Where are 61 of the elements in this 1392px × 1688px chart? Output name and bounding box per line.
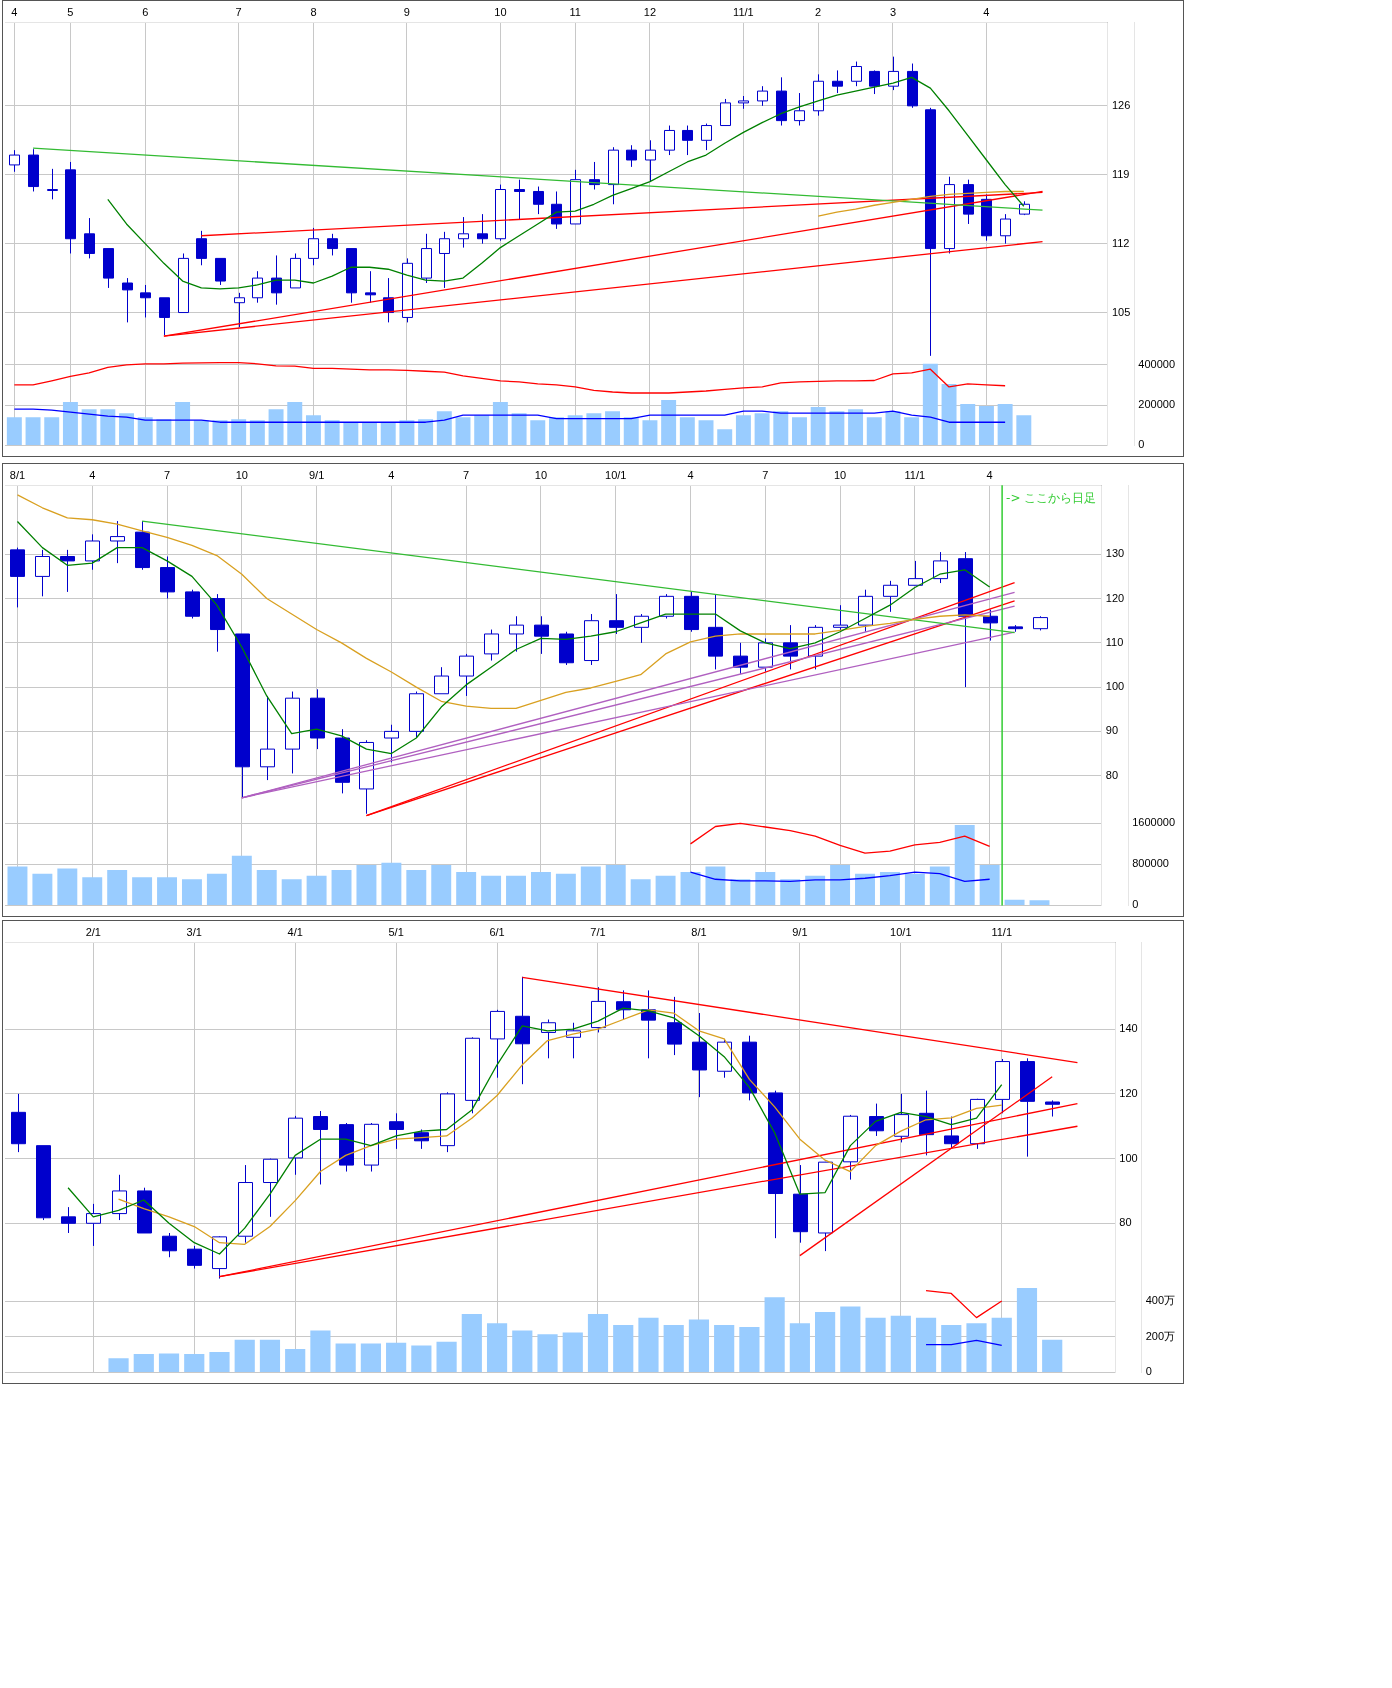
y-tick-label: 80 [1119, 1216, 1132, 1229]
x-tick-label: 7 [762, 468, 769, 481]
y2-tick-label: 800000 [1132, 857, 1169, 870]
x-tick-label: 4 [687, 468, 694, 481]
x-tick-label: 4 [388, 468, 395, 481]
y-tick-label: 130 [1105, 547, 1125, 560]
x-tick-label: 10/1 [890, 925, 912, 938]
y-tick-label: 80 [1105, 768, 1119, 781]
y-tick-label: 110 [1105, 635, 1124, 648]
x-tick-label: 10/1 [605, 468, 627, 481]
x-tick-label: 3/1 [186, 925, 202, 938]
x-tick-label: 4 [89, 468, 96, 481]
y-tick-label: 120 [1119, 1086, 1138, 1099]
x-tick-label: 3 [889, 5, 897, 18]
x-tick-label: 11/1 [904, 468, 926, 481]
y-tick-label: 100 [1119, 1151, 1138, 1164]
x-tick-label: 9/1 [308, 468, 325, 481]
y2-tick-label: 0 [1132, 898, 1139, 911]
x-tick-label: 6 [142, 5, 149, 18]
y-tick-label: 120 [1105, 591, 1125, 604]
y2-tick-label: 0 [1138, 438, 1145, 451]
x-tick-label: 5/1 [388, 925, 404, 938]
y-tick-label: 100 [1105, 680, 1125, 693]
y-tick-label: 140 [1119, 1022, 1138, 1035]
x-tick-label: 6/1 [489, 925, 505, 938]
annotation: -> ここから日足 [1006, 491, 1097, 506]
y-tick-label: 112 [1111, 236, 1130, 249]
y2-tick-label: 200000 [1138, 398, 1176, 411]
x-tick-label: 10 [494, 5, 507, 18]
x-tick-label: 2 [815, 5, 822, 18]
x-tick-label: 2/1 [85, 925, 101, 938]
x-tick-label: 10 [833, 468, 847, 481]
y2-tick-label: 400000 [1138, 357, 1176, 370]
x-tick-label: 4 [11, 5, 18, 18]
x-tick-label: 8/1 [9, 468, 26, 481]
y2-tick-label: 0 [1145, 1365, 1152, 1378]
x-tick-label: 10 [534, 468, 548, 481]
x-tick-label: 8/1 [691, 925, 707, 938]
x-tick-label: 4 [986, 468, 993, 481]
x-tick-label: 9 [403, 5, 410, 18]
x-tick-label: 8 [310, 5, 317, 18]
x-tick-label: 5 [67, 5, 74, 18]
y2-tick-label: 200万 [1145, 1329, 1176, 1342]
y2-tick-label: 1600000 [1132, 816, 1175, 829]
x-tick-label: 11/1 [991, 925, 1013, 938]
y-tick-label: 119 [1111, 167, 1130, 180]
x-tick-label: 9/1 [792, 925, 808, 938]
x-tick-label: 11 [569, 5, 581, 18]
x-tick-label: 7 [463, 468, 470, 481]
x-tick-label: 4/1 [287, 925, 303, 938]
x-tick-label: 4 [983, 5, 990, 18]
x-tick-label: 10 [235, 468, 248, 481]
x-tick-label: 11/1 [733, 5, 754, 18]
y-tick-label: 105 [1111, 305, 1131, 318]
y2-tick-label: 400万 [1145, 1294, 1176, 1307]
x-tick-label: 7 [235, 5, 242, 18]
y-tick-label: 90 [1105, 724, 1119, 737]
x-tick-label: 12 [643, 5, 657, 18]
x-tick-label: 7/1 [590, 925, 606, 938]
x-tick-label: 7 [163, 468, 171, 481]
y-tick-label: 126 [1111, 98, 1131, 111]
